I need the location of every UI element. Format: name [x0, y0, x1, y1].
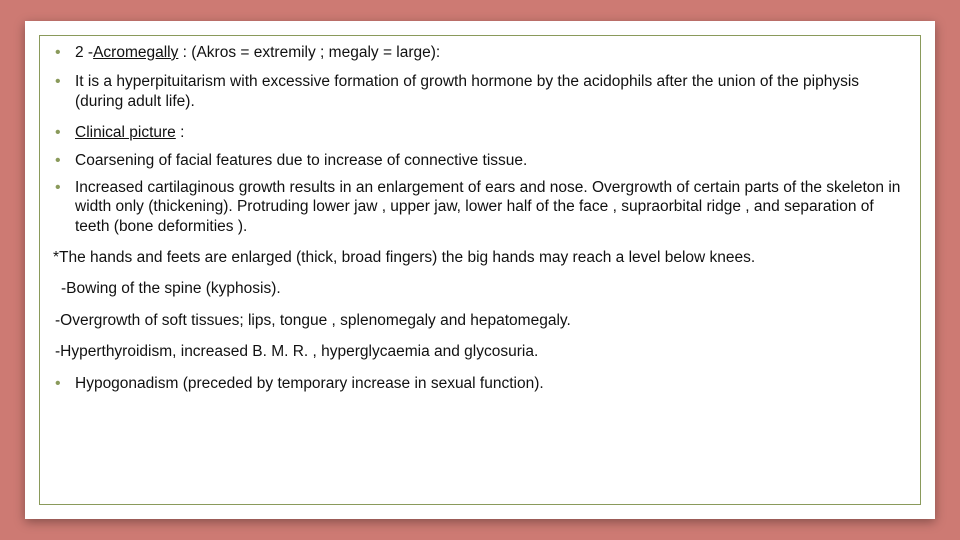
- bullet-3-suffix: :: [176, 124, 185, 141]
- bullet-3-ul: Clinical picture: [75, 124, 176, 141]
- plain-line-1: *The hands and feets are enlarged (thick…: [53, 248, 907, 267]
- bullet-1-ul: Acromegally: [93, 44, 178, 61]
- bullet-text: Increased cartilaginous growth results i…: [75, 178, 907, 236]
- bullet-icon: •: [53, 374, 75, 393]
- plain-line-4: -Hyperthyroidism, increased B. M. R. , h…: [53, 342, 907, 361]
- plain-line-3: -Overgrowth of soft tissues; lips, tongu…: [53, 311, 907, 330]
- bullet-icon: •: [53, 151, 75, 170]
- bullet-item-5: • Increased cartilaginous growth results…: [53, 178, 907, 236]
- bullet-icon: •: [53, 43, 75, 62]
- bullet-icon: •: [53, 123, 75, 142]
- bullet-text: Clinical picture :: [75, 123, 907, 142]
- plain-line-2: -Bowing of the spine (kyphosis).: [53, 279, 907, 298]
- slide-content: • 2 -Acromegally : (Akros = extremily ; …: [53, 43, 907, 507]
- plain-1-text: *The hands and feets are enlarged (thick…: [53, 248, 907, 267]
- bullet-1-prefix: 2 -: [75, 44, 93, 61]
- bullet-text: Coarsening of facial features due to inc…: [75, 151, 907, 170]
- bullet-text: It is a hyperpituitarism with excessive …: [75, 72, 907, 111]
- bullet-text: Hypogonadism (preceded by temporary incr…: [75, 374, 907, 393]
- bullet-1-suffix: : (Akros = extremily ; megaly = large):: [178, 44, 440, 61]
- bullet-item-4: • Coarsening of facial features due to i…: [53, 151, 907, 170]
- bullet-icon: •: [53, 72, 75, 91]
- slide-card: • 2 -Acromegally : (Akros = extremily ; …: [25, 21, 935, 519]
- bullet-item-6: • Hypogonadism (preceded by temporary in…: [53, 374, 907, 393]
- bullet-item-2: • It is a hyperpituitarism with excessiv…: [53, 72, 907, 111]
- bullet-item-3: • Clinical picture :: [53, 123, 907, 142]
- bullet-item-1: • 2 -Acromegally : (Akros = extremily ; …: [53, 43, 907, 62]
- bullet-icon: •: [53, 178, 75, 197]
- bullet-text: 2 -Acromegally : (Akros = extremily ; me…: [75, 43, 907, 62]
